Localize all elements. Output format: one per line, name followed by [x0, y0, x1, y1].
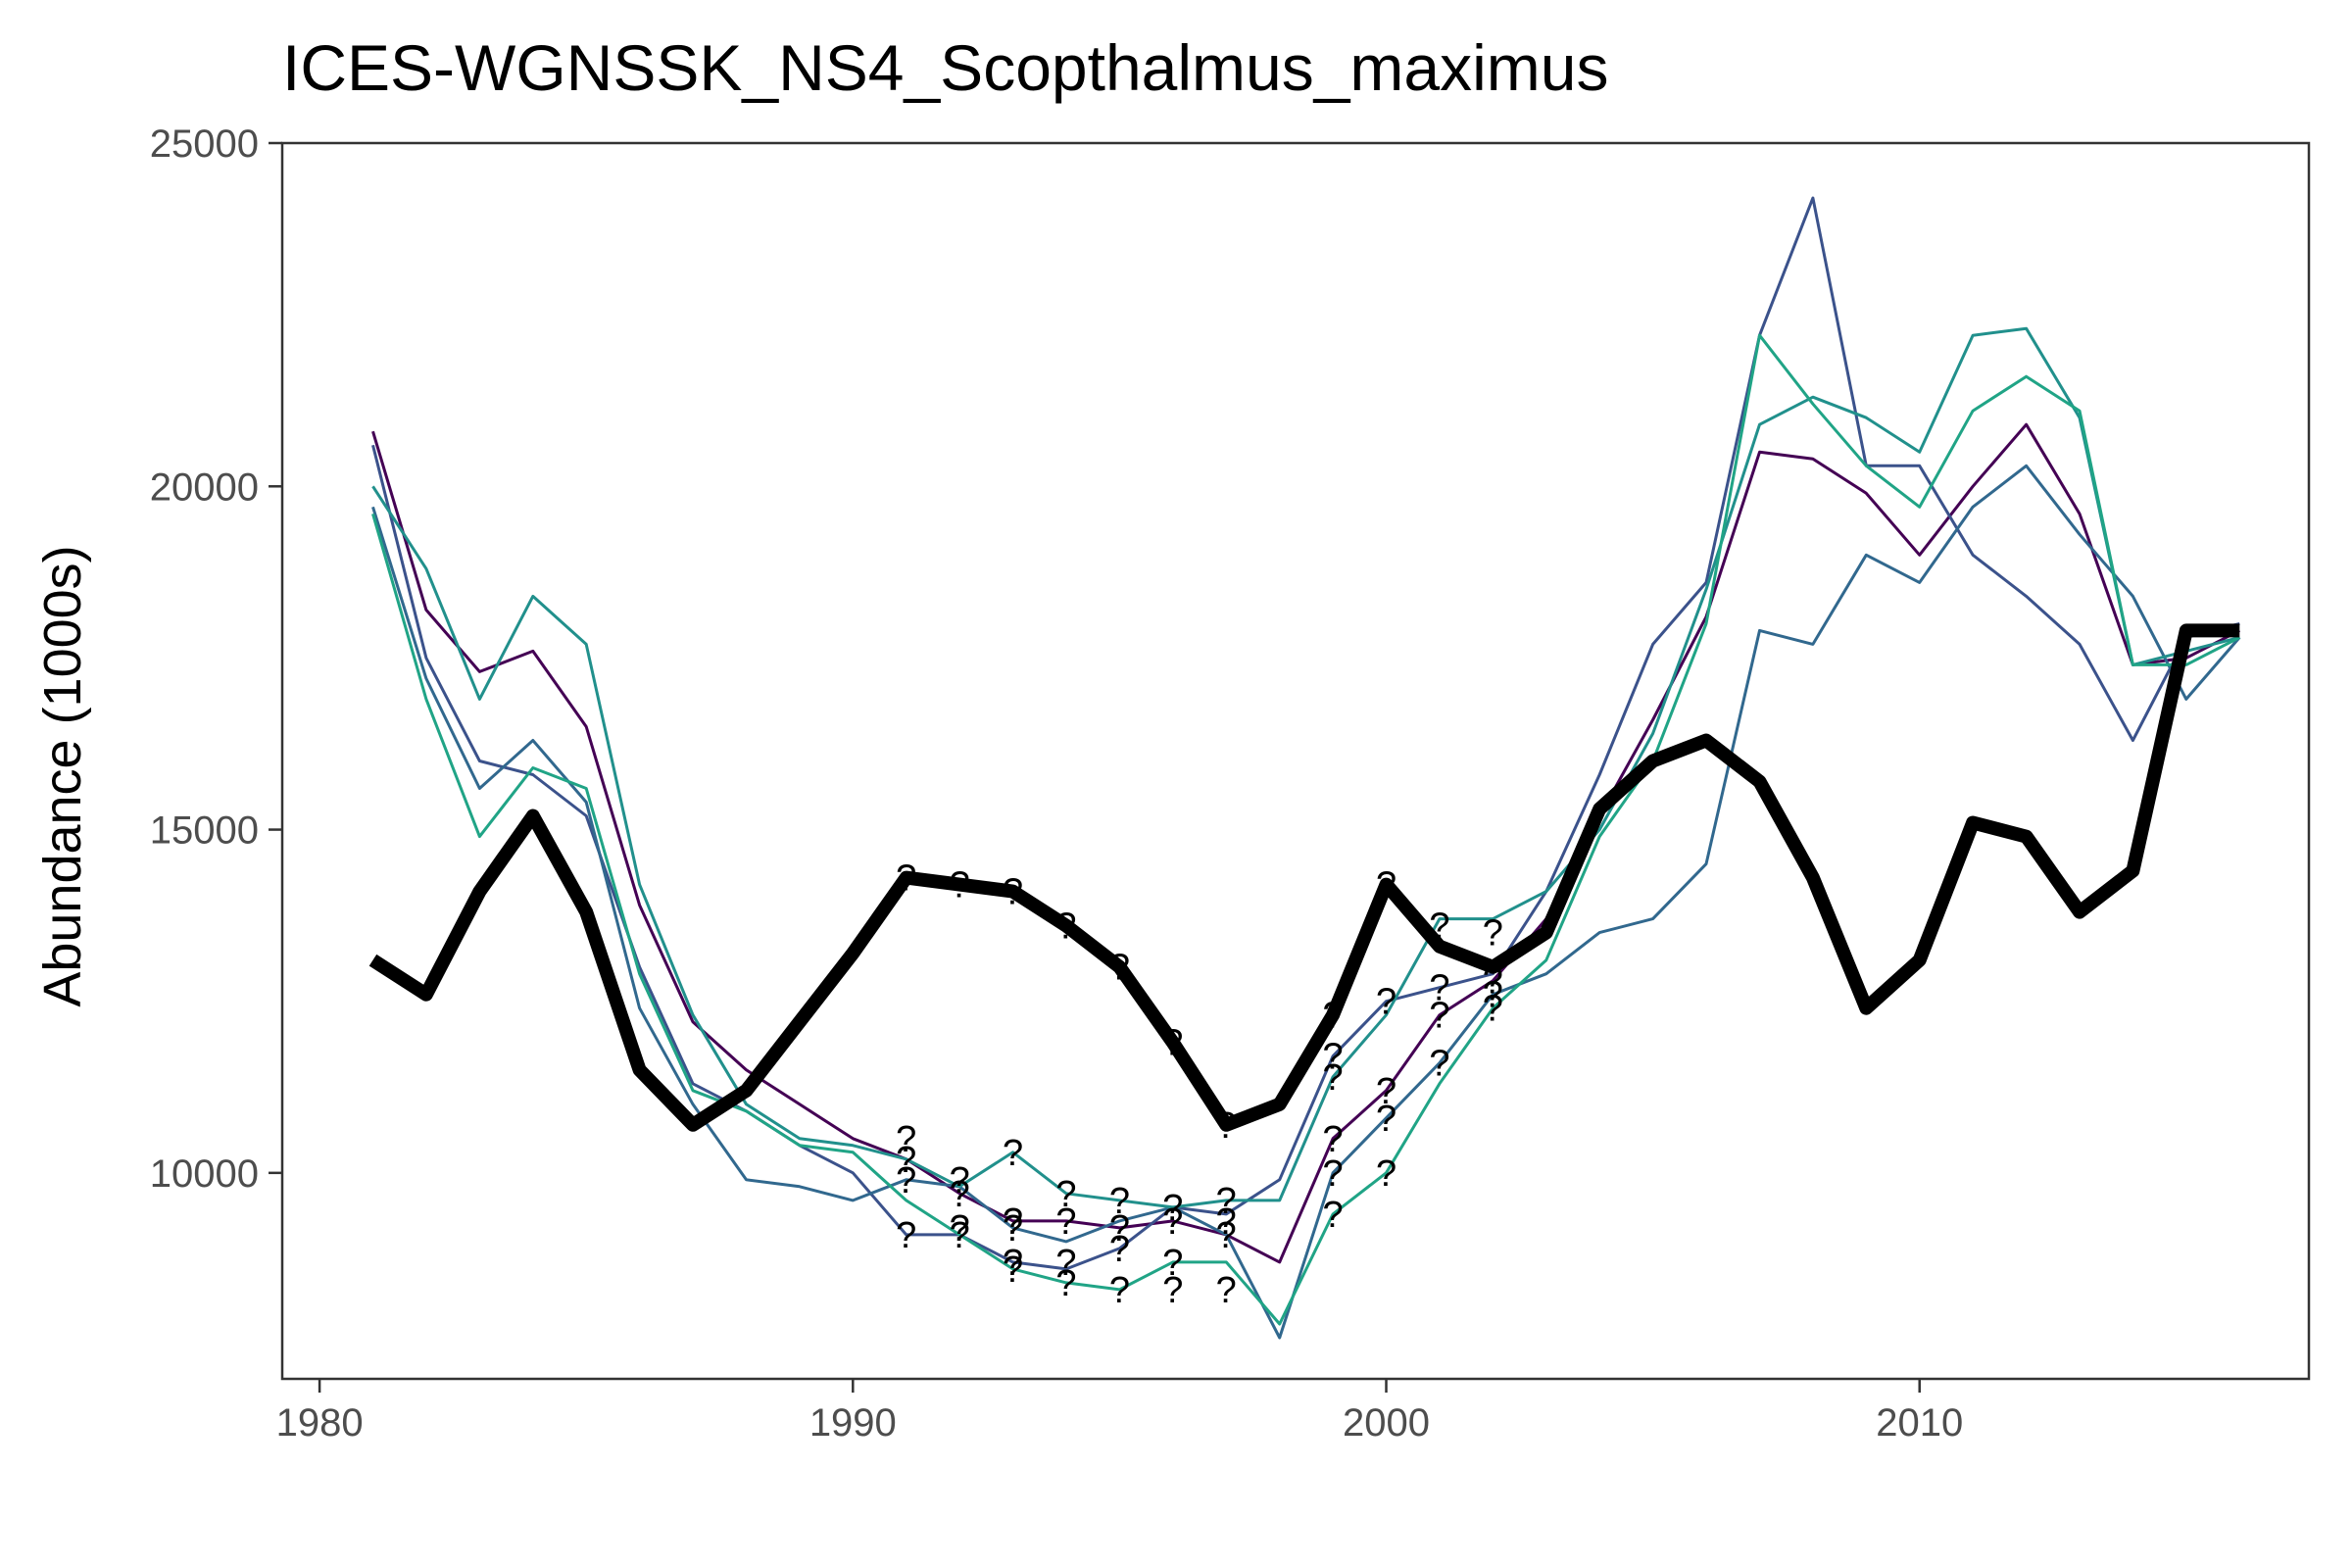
- question-mark-annotation: ?: [1216, 1105, 1237, 1147]
- question-mark-annotation: ?: [1323, 1037, 1344, 1078]
- plot-panel: [280, 141, 2311, 1381]
- y-tick-label: 15000: [150, 809, 259, 853]
- question-mark-annotation: ?: [1003, 1133, 1023, 1174]
- question-mark-annotation: ?: [1429, 1044, 1449, 1085]
- question-mark-annotation: ?: [1003, 1250, 1023, 1291]
- question-mark-annotation: ?: [1162, 1201, 1183, 1243]
- question-mark-annotation: ?: [950, 865, 970, 906]
- series-line-2: [371, 196, 2240, 1271]
- question-mark-annotation: ?: [950, 1174, 970, 1215]
- annotation-layer: ????????????????????????????????????????…: [896, 858, 1503, 1311]
- question-mark-annotation: ?: [1055, 1201, 1076, 1243]
- question-mark-annotation: ?: [1055, 1174, 1076, 1215]
- question-mark-annotation: ?: [896, 1215, 916, 1256]
- question-mark-annotation: ?: [1003, 1243, 1023, 1284]
- question-mark-annotation: ?: [950, 1208, 970, 1250]
- question-mark-annotation: ?: [1323, 1057, 1344, 1099]
- y-tick-label: 10000: [150, 1152, 259, 1196]
- question-mark-annotation: ?: [1055, 906, 1076, 948]
- question-mark-annotation: ?: [1376, 865, 1396, 906]
- series-line-6: [368, 623, 2240, 1132]
- question-mark-annotation: ?: [1216, 1215, 1237, 1256]
- question-mark-annotation: ?: [1216, 1181, 1237, 1222]
- question-mark-annotation: ?: [1216, 1270, 1237, 1311]
- y-axis: 10000 15000 20000 25000: [150, 122, 282, 1196]
- question-mark-annotation: ?: [1323, 996, 1344, 1037]
- x-axis: 1980 1990 2000 2010: [276, 1379, 1963, 1445]
- question-mark-annotation: ?: [1483, 975, 1503, 1016]
- y-axis-label: Abundance (1000s): [33, 545, 92, 1006]
- question-mark-annotation: ?: [1376, 1153, 1396, 1195]
- y-tick-label: 25000: [150, 122, 259, 166]
- x-tick-label: 1990: [809, 1401, 897, 1445]
- question-mark-annotation: ?: [1483, 961, 1503, 1003]
- question-mark-annotation: ?: [1323, 1195, 1344, 1236]
- question-mark-annotation: ?: [1376, 1099, 1396, 1140]
- question-mark-annotation: ?: [896, 1140, 916, 1181]
- question-mark-annotation: ?: [1429, 968, 1449, 1009]
- question-mark-annotation: ?: [1003, 872, 1023, 913]
- question-mark-annotation: ?: [1323, 1153, 1344, 1195]
- x-tick-label: 1980: [276, 1401, 364, 1445]
- question-mark-annotation: ?: [1483, 989, 1503, 1030]
- question-mark-annotation: ?: [1162, 1023, 1183, 1064]
- question-mark-annotation: ?: [1003, 1208, 1023, 1250]
- question-mark-annotation: ?: [1216, 1201, 1237, 1243]
- question-mark-annotation: ?: [1003, 1201, 1023, 1243]
- question-mark-annotation: ?: [1376, 1071, 1396, 1112]
- question-mark-annotation: ?: [1162, 1188, 1183, 1229]
- question-mark-annotation: ?: [1109, 948, 1130, 989]
- question-mark-annotation: ?: [950, 1215, 970, 1256]
- series-layer: [368, 196, 2241, 1340]
- x-tick-label: 2010: [1876, 1401, 1963, 1445]
- question-mark-annotation: ?: [1376, 982, 1396, 1023]
- series-line-5: [371, 333, 2240, 1326]
- question-mark-annotation: ?: [1162, 1243, 1183, 1284]
- question-mark-annotation: ?: [1109, 1208, 1130, 1250]
- question-mark-annotation: ?: [1109, 1270, 1130, 1311]
- series-line-3: [371, 464, 2241, 1340]
- question-mark-annotation: ?: [1429, 906, 1449, 948]
- question-mark-annotation: ?: [950, 1160, 970, 1201]
- question-mark-annotation: ?: [896, 858, 916, 900]
- question-mark-annotation: ?: [1323, 1119, 1344, 1160]
- question-mark-annotation: ?: [1162, 1270, 1183, 1311]
- question-mark-annotation: ?: [1483, 913, 1503, 955]
- question-mark-annotation: ?: [896, 1119, 916, 1160]
- x-tick-label: 2000: [1343, 1401, 1430, 1445]
- chart-title: ICES-WGNSSK_NS4_Scopthalmus_maximus: [282, 31, 1608, 104]
- question-mark-annotation: ?: [896, 1160, 916, 1201]
- question-mark-annotation: ?: [1109, 1229, 1130, 1270]
- question-mark-annotation: ?: [1109, 1181, 1130, 1222]
- question-mark-annotation: ?: [1055, 1263, 1076, 1304]
- question-mark-annotation: ?: [1055, 1243, 1076, 1284]
- y-tick-label: 20000: [150, 466, 259, 509]
- series-line-4: [371, 326, 2240, 1209]
- question-mark-annotation: ?: [1429, 996, 1449, 1037]
- series-line-1: [371, 422, 2240, 1264]
